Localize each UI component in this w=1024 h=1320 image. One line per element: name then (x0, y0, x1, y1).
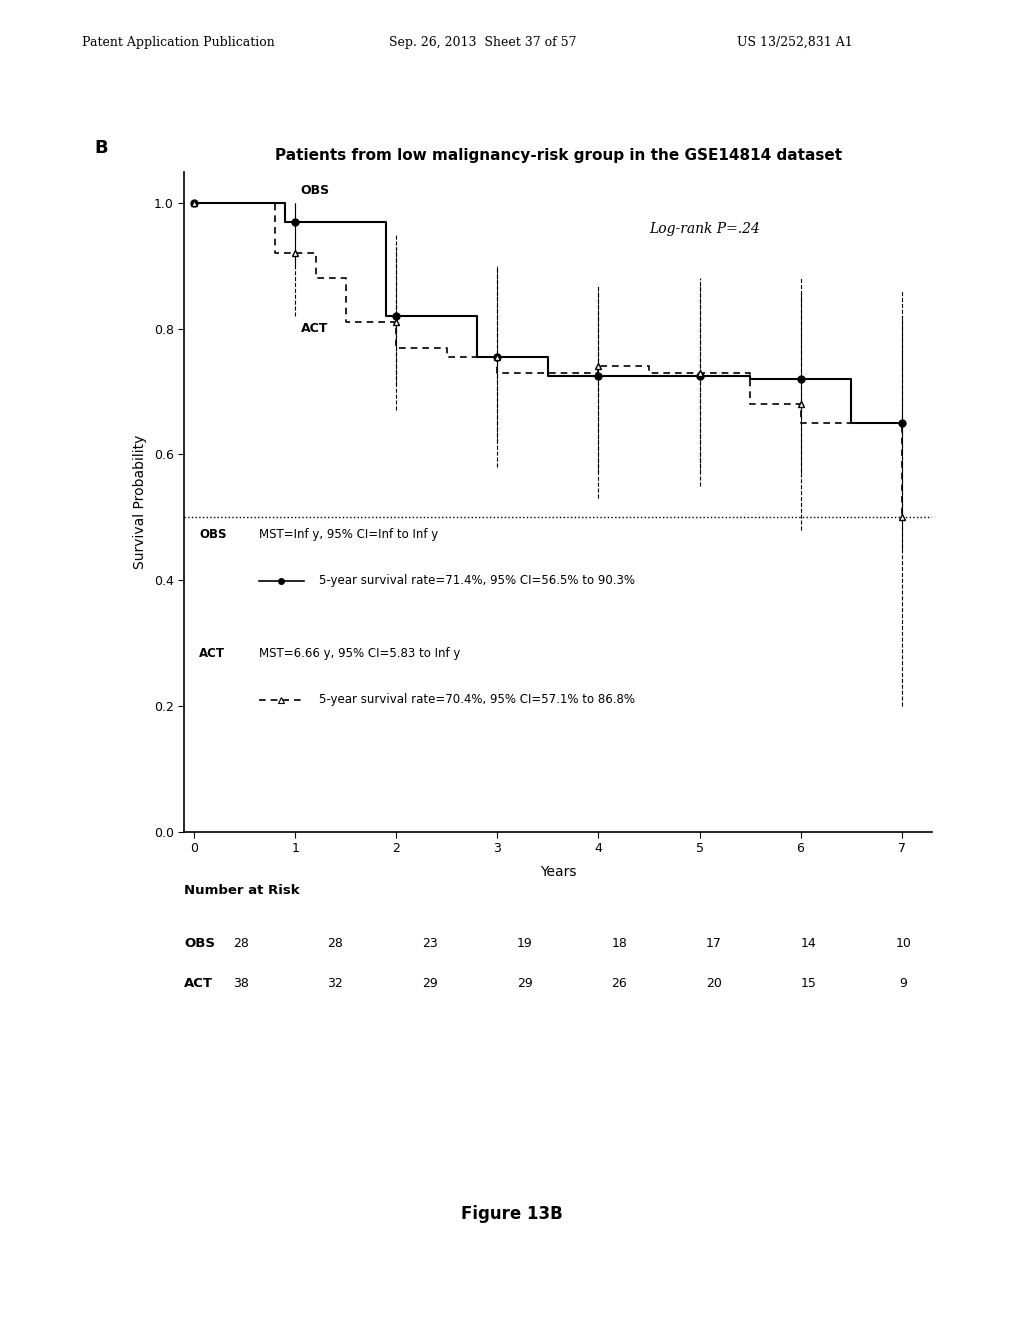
Text: Years: Years (540, 865, 577, 879)
Text: 26: 26 (611, 977, 628, 990)
Text: 29: 29 (517, 977, 532, 990)
Text: OBS: OBS (300, 183, 330, 197)
Text: ACT: ACT (300, 322, 328, 335)
Text: 5-year survival rate=70.4%, 95% CI=57.1% to 86.8%: 5-year survival rate=70.4%, 95% CI=57.1%… (318, 693, 635, 706)
Text: 15: 15 (801, 977, 817, 990)
Text: ACT: ACT (200, 647, 225, 660)
Text: Log-rank P=.24: Log-rank P=.24 (649, 222, 760, 236)
Text: 19: 19 (517, 937, 532, 950)
Text: MST=6.66 y, 95% CI=5.83 to Inf y: MST=6.66 y, 95% CI=5.83 to Inf y (259, 647, 461, 660)
Text: 20: 20 (707, 977, 722, 990)
Text: 9: 9 (899, 977, 907, 990)
Text: ACT: ACT (184, 977, 213, 990)
Text: 17: 17 (707, 937, 722, 950)
Text: OBS: OBS (184, 937, 215, 950)
Text: 32: 32 (328, 977, 343, 990)
Text: B: B (94, 139, 109, 157)
Text: 5-year survival rate=71.4%, 95% CI=56.5% to 90.3%: 5-year survival rate=71.4%, 95% CI=56.5%… (318, 574, 635, 587)
Text: MST=Inf y, 95% CI=Inf to Inf y: MST=Inf y, 95% CI=Inf to Inf y (259, 528, 438, 541)
Text: OBS: OBS (200, 528, 226, 541)
Text: 28: 28 (232, 937, 249, 950)
Text: Sep. 26, 2013  Sheet 37 of 57: Sep. 26, 2013 Sheet 37 of 57 (389, 36, 577, 49)
Text: 14: 14 (801, 937, 816, 950)
Text: Patent Application Publication: Patent Application Publication (82, 36, 274, 49)
Text: 18: 18 (611, 937, 628, 950)
Y-axis label: Survival Probability: Survival Probability (133, 434, 147, 569)
Text: Number at Risk: Number at Risk (184, 884, 300, 898)
Text: 10: 10 (896, 937, 911, 950)
Text: Figure 13B: Figure 13B (461, 1205, 563, 1224)
Text: 23: 23 (422, 937, 438, 950)
Text: 29: 29 (422, 977, 438, 990)
Text: US 13/252,831 A1: US 13/252,831 A1 (737, 36, 853, 49)
Title: Patients from low malignancy-risk group in the GSE14814 dataset: Patients from low malignancy-risk group … (274, 148, 842, 164)
Text: 38: 38 (232, 977, 249, 990)
Text: 28: 28 (328, 937, 343, 950)
